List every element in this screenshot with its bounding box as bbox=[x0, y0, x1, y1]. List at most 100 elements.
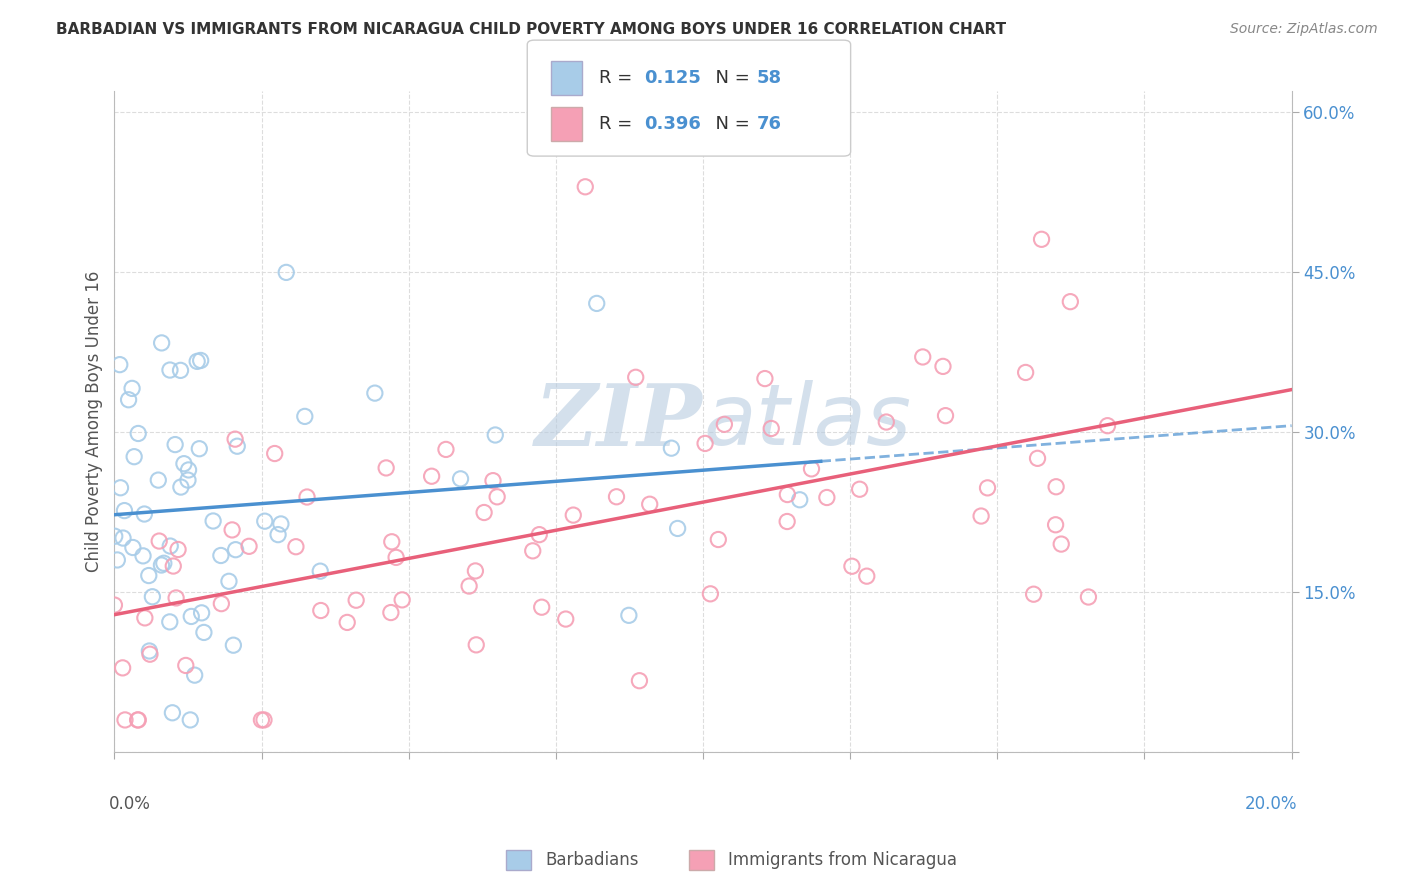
Point bbox=[464, 564, 486, 578]
Point bbox=[529, 527, 551, 541]
Point bbox=[1059, 294, 1081, 309]
Point bbox=[911, 350, 934, 364]
Point bbox=[336, 615, 359, 630]
Point bbox=[1045, 517, 1067, 532]
Point bbox=[699, 587, 721, 601]
Point bbox=[434, 442, 457, 457]
Point bbox=[472, 506, 495, 520]
Point bbox=[617, 608, 640, 623]
Text: R =: R = bbox=[599, 115, 638, 133]
Point bbox=[270, 516, 292, 531]
Point bbox=[800, 462, 823, 476]
Point bbox=[420, 469, 443, 483]
Point bbox=[605, 490, 627, 504]
Text: N =: N = bbox=[704, 115, 756, 133]
Point bbox=[1014, 366, 1036, 380]
Point bbox=[186, 354, 208, 368]
Point bbox=[364, 386, 387, 401]
Point bbox=[134, 507, 156, 521]
Point bbox=[458, 579, 481, 593]
Point bbox=[190, 606, 212, 620]
Point bbox=[122, 541, 145, 555]
Point bbox=[114, 713, 136, 727]
Point bbox=[134, 611, 156, 625]
Point bbox=[209, 549, 232, 563]
Point bbox=[638, 497, 661, 511]
Point bbox=[150, 558, 173, 572]
Point bbox=[1077, 590, 1099, 604]
Point bbox=[222, 638, 245, 652]
Point bbox=[465, 638, 488, 652]
Point bbox=[104, 529, 127, 543]
Text: Source: ZipAtlas.com: Source: ZipAtlas.com bbox=[1230, 22, 1378, 37]
Point bbox=[380, 606, 402, 620]
Y-axis label: Child Poverty Among Boys Under 16: Child Poverty Among Boys Under 16 bbox=[86, 270, 103, 572]
Point bbox=[484, 428, 506, 442]
Point bbox=[173, 457, 195, 471]
Point bbox=[224, 432, 246, 446]
Text: 0.0%: 0.0% bbox=[108, 795, 150, 813]
Text: Immigrants from Nicaragua: Immigrants from Nicaragua bbox=[728, 851, 957, 869]
Text: Barbadians: Barbadians bbox=[546, 851, 640, 869]
Point bbox=[585, 296, 607, 310]
Point bbox=[707, 533, 730, 547]
Point bbox=[375, 461, 398, 475]
Point bbox=[188, 442, 211, 456]
Point bbox=[159, 539, 181, 553]
Point bbox=[148, 534, 170, 549]
Point bbox=[183, 668, 205, 682]
Point bbox=[284, 540, 307, 554]
Point bbox=[309, 564, 332, 578]
Point bbox=[522, 544, 544, 558]
Point bbox=[165, 591, 187, 605]
Text: 0.125: 0.125 bbox=[644, 69, 700, 87]
Point bbox=[482, 474, 505, 488]
Point bbox=[162, 706, 184, 720]
Point bbox=[108, 358, 131, 372]
Point bbox=[1026, 451, 1049, 466]
Point bbox=[225, 542, 247, 557]
Point bbox=[666, 521, 689, 535]
Point bbox=[391, 592, 413, 607]
Point bbox=[1045, 480, 1067, 494]
Point bbox=[209, 597, 232, 611]
Point bbox=[267, 527, 290, 541]
Text: N =: N = bbox=[704, 69, 756, 87]
Text: BARBADIAN VS IMMIGRANTS FROM NICARAGUA CHILD POVERTY AMONG BOYS UNDER 16 CORRELA: BARBADIAN VS IMMIGRANTS FROM NICARAGUA C… bbox=[56, 22, 1007, 37]
Point bbox=[174, 658, 197, 673]
Text: R =: R = bbox=[599, 69, 638, 87]
Point bbox=[148, 473, 170, 487]
Point bbox=[976, 481, 998, 495]
Point bbox=[263, 446, 285, 460]
Point bbox=[970, 509, 993, 524]
Point bbox=[153, 556, 176, 570]
Text: atlas: atlas bbox=[703, 380, 911, 463]
Point bbox=[177, 463, 200, 477]
Point bbox=[139, 647, 162, 661]
Point bbox=[776, 487, 799, 501]
Text: 58: 58 bbox=[756, 69, 782, 87]
Point bbox=[127, 713, 149, 727]
Point bbox=[179, 713, 201, 727]
Point bbox=[110, 481, 132, 495]
Point bbox=[754, 371, 776, 385]
Point bbox=[150, 335, 173, 350]
Point bbox=[226, 439, 249, 453]
Point bbox=[105, 553, 128, 567]
Point bbox=[170, 480, 193, 494]
Point bbox=[934, 409, 956, 423]
Point bbox=[238, 539, 260, 553]
Point bbox=[574, 179, 596, 194]
Point bbox=[117, 392, 139, 407]
Point bbox=[103, 598, 125, 612]
Point bbox=[295, 490, 318, 504]
Point bbox=[180, 609, 202, 624]
Point bbox=[294, 409, 316, 424]
Point bbox=[167, 542, 190, 557]
Text: 76: 76 bbox=[756, 115, 782, 133]
Point bbox=[1022, 587, 1045, 601]
Point bbox=[848, 482, 870, 496]
Point bbox=[761, 421, 783, 435]
Point bbox=[169, 363, 191, 377]
Point bbox=[202, 514, 225, 528]
